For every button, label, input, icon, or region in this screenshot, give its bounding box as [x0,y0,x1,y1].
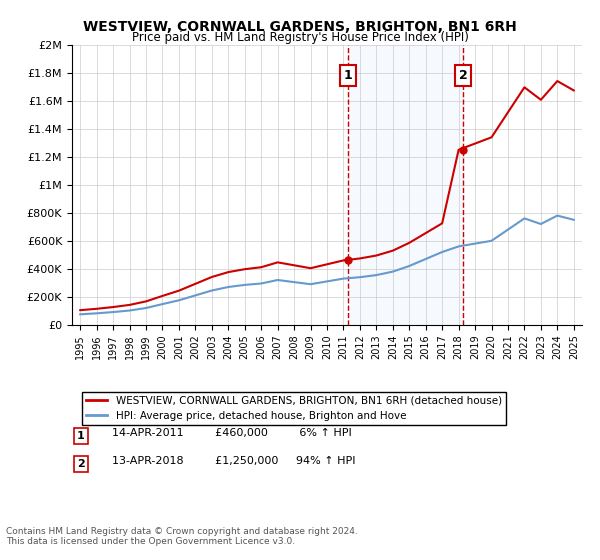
Text: Contains HM Land Registry data © Crown copyright and database right 2024.
This d: Contains HM Land Registry data © Crown c… [6,526,358,546]
Text: 2: 2 [459,69,467,82]
Text: WESTVIEW, CORNWALL GARDENS, BRIGHTON, BN1 6RH: WESTVIEW, CORNWALL GARDENS, BRIGHTON, BN… [83,20,517,34]
Text: 1: 1 [344,69,352,82]
Text: 13-APR-2018         £1,250,000     94% ↑ HPI: 13-APR-2018 £1,250,000 94% ↑ HPI [97,456,355,466]
Text: 1: 1 [77,431,85,441]
Bar [348,45,463,325]
Text: 2: 2 [77,459,85,469]
Text: Price paid vs. HM Land Registry's House Price Index (HPI): Price paid vs. HM Land Registry's House … [131,31,469,44]
Legend: WESTVIEW, CORNWALL GARDENS, BRIGHTON, BN1 6RH (detached house), HPI: Average pri: WESTVIEW, CORNWALL GARDENS, BRIGHTON, BN… [82,391,506,425]
Text: 14-APR-2011         £460,000         6% ↑ HPI: 14-APR-2011 £460,000 6% ↑ HPI [97,428,351,438]
